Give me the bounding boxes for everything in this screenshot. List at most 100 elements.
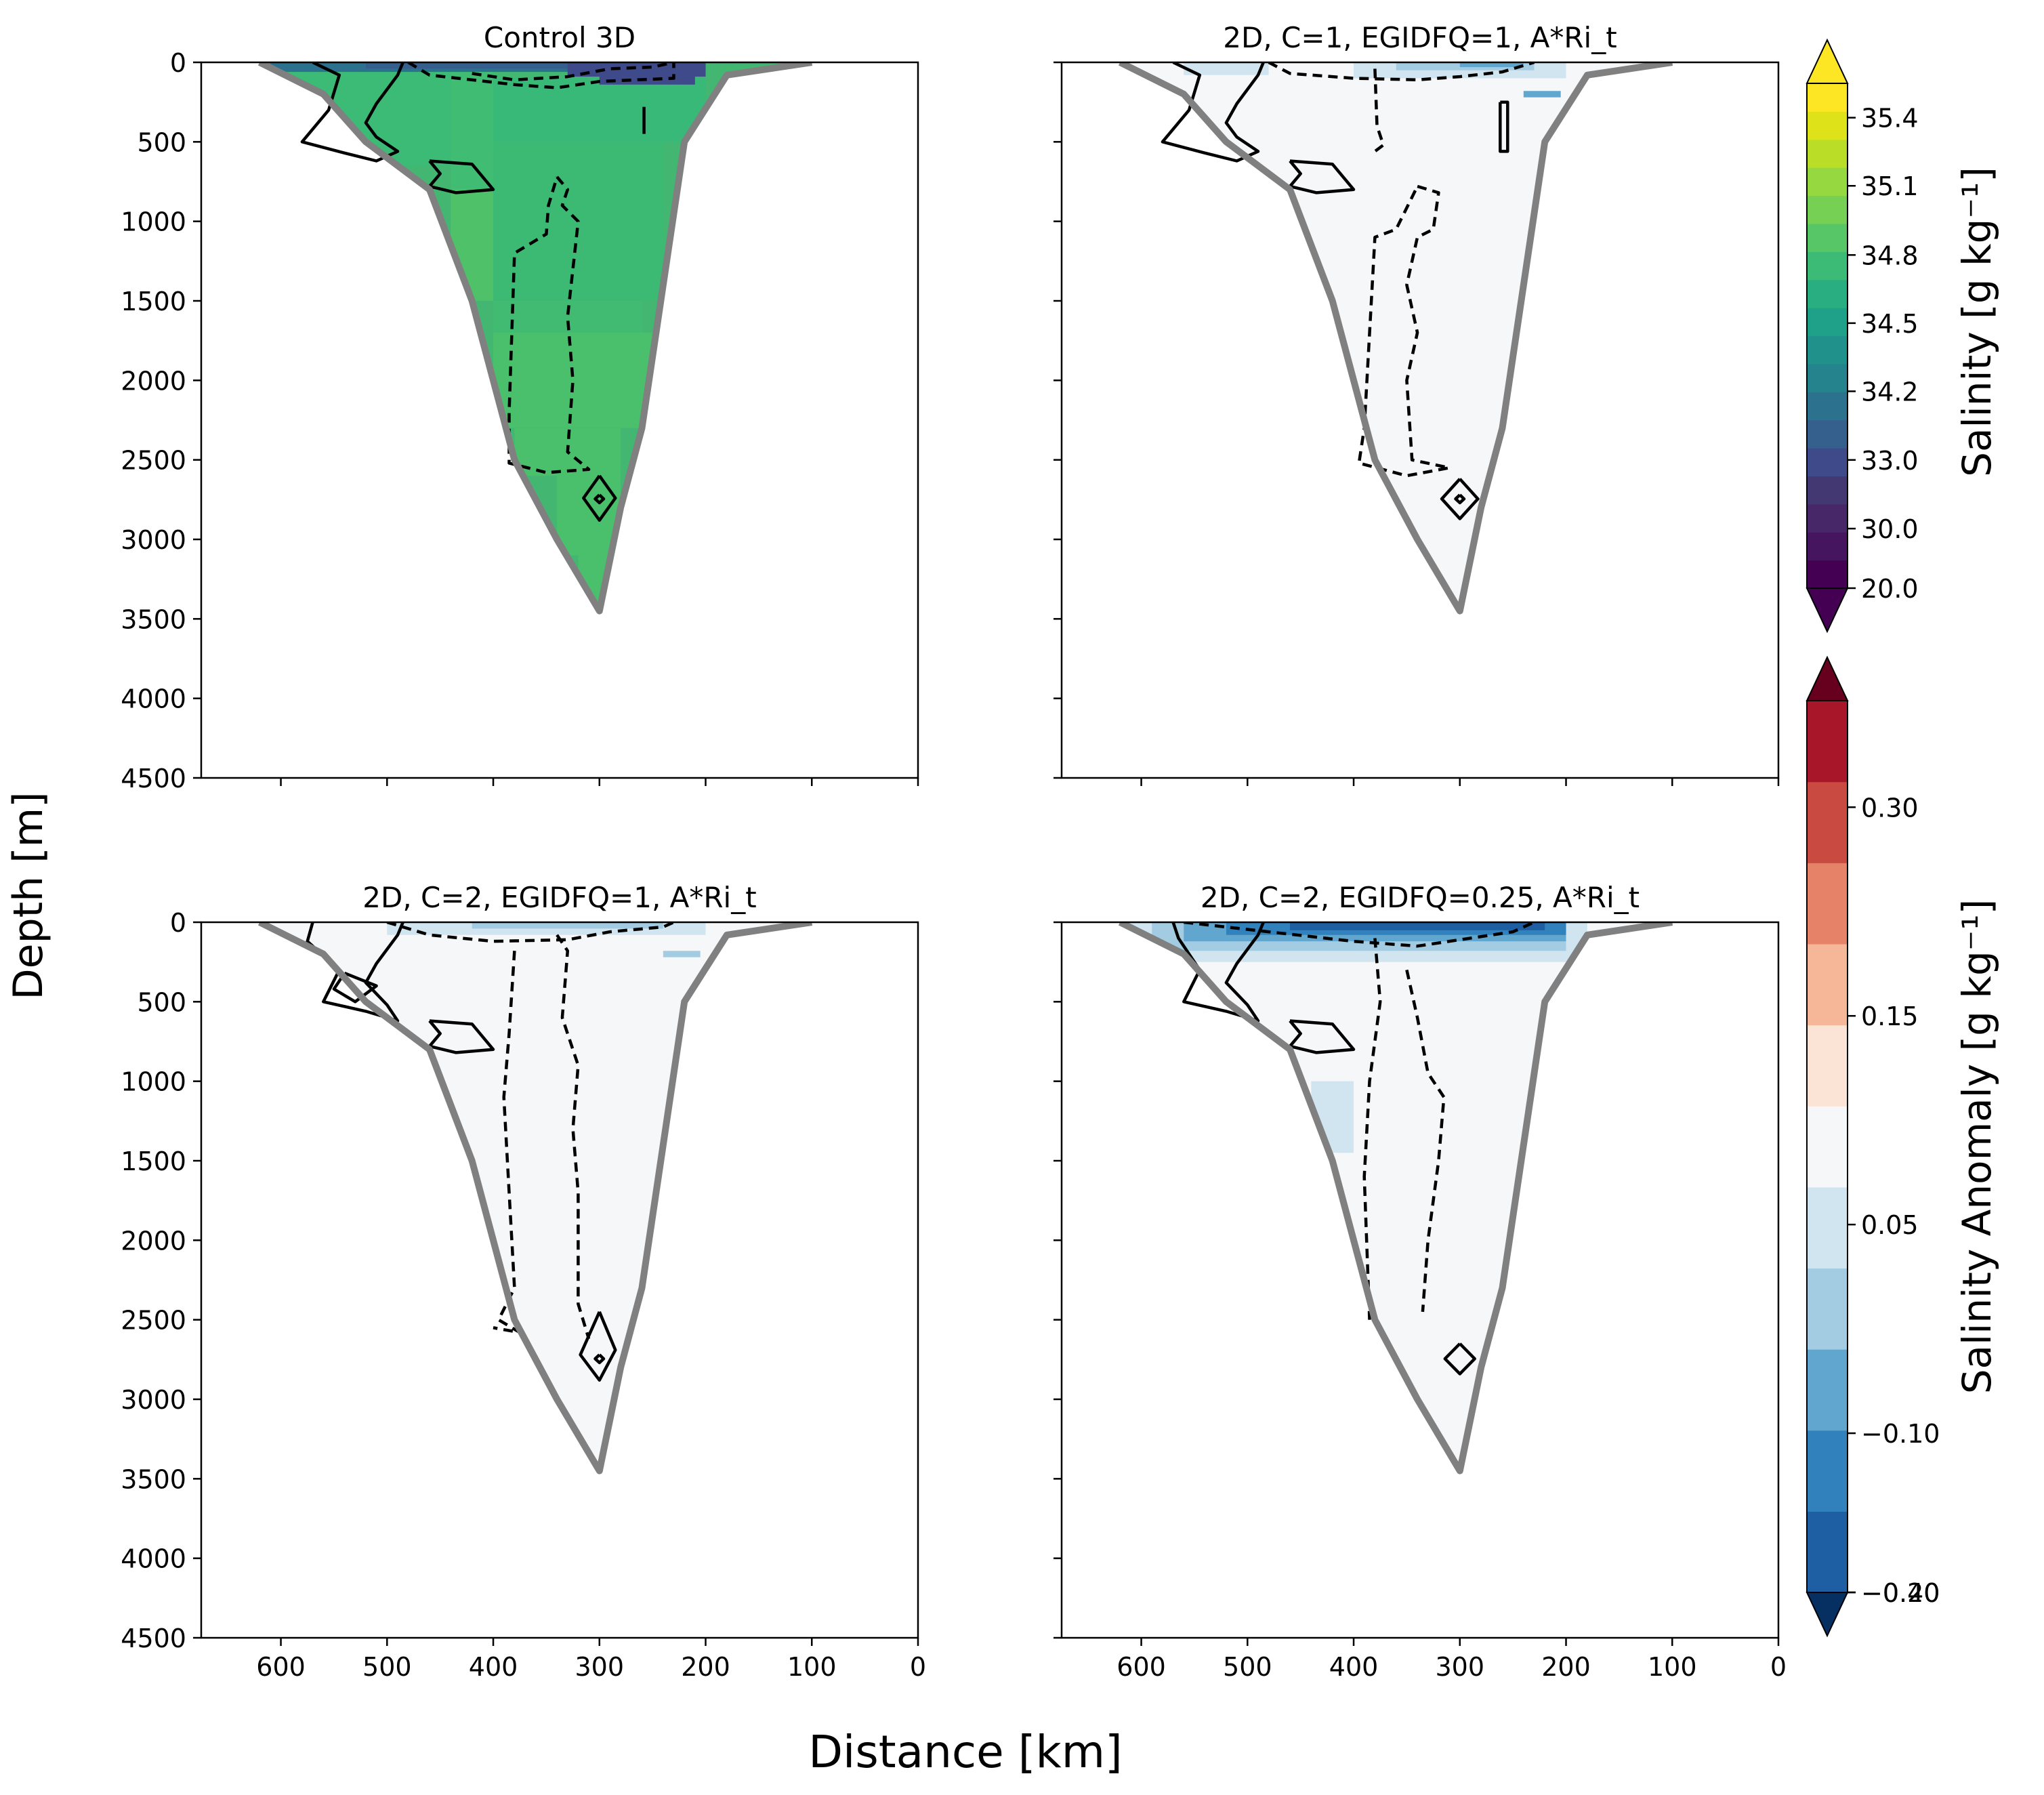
x-tick-label: 300 (575, 1652, 625, 1682)
anomaly-colorbar: 0.30 0.15 0.05 −0.10 −0.20−0.40 Salinity Anom… (1806, 655, 2000, 1638)
y-tick-label: 500 (137, 987, 186, 1017)
x-tick-label: 500 (1223, 1652, 1272, 1682)
salinity-colorbar-segment (1807, 223, 1848, 252)
x-tick-label: 400 (469, 1652, 518, 1682)
salinity-colorbar-segment (1807, 560, 1848, 589)
y-tick-label: 500 (137, 127, 186, 157)
panels: Control 3D050010001500200025003000350040… (121, 21, 1787, 1682)
contour-dashed (493, 951, 522, 1334)
anomaly-colorbar-segment (1807, 1025, 1848, 1107)
topography-line (257, 62, 813, 615)
plot-area (257, 922, 813, 1474)
y-tick-label: 3000 (121, 1385, 186, 1415)
salinity-colorbar-segment (1807, 195, 1848, 224)
anomaly-colorbar-tick-label: −0.10 (1861, 1419, 1940, 1449)
salinity-colorbar-segment (1807, 83, 1848, 112)
x-tick-label: 200 (681, 1652, 730, 1682)
salinity-colorbar-tick-label: 30.0 (1861, 514, 1919, 544)
contour-dashed (507, 176, 591, 474)
anomaly-colorbar-segment (1807, 1511, 1848, 1593)
salinity-colorbar-segment (1807, 139, 1848, 168)
salinity-colorbar-segment (1807, 279, 1848, 308)
anomaly-colorbar-tick-label: −0.40 (1861, 1578, 1940, 1608)
panel-4: 2D, C=2, EGIDFQ=0.25, A*Ri_t 600 500 400 300… (1054, 881, 1787, 1682)
salinity-colorbar-segment (1807, 308, 1848, 337)
panel-2: 2D, C=1, EGIDFQ=1, A*Ri_t (1054, 21, 1780, 786)
contour-dashed (407, 62, 675, 89)
y-tick-label: 1500 (121, 287, 186, 316)
salinity-colorbar-tick-label: 34.5 (1861, 309, 1919, 339)
y-tick-label: 0 (170, 48, 186, 78)
y-tick-label: 2500 (121, 1306, 186, 1336)
x-tick-label: 0 (1770, 1652, 1787, 1682)
axes-frame (200, 61, 919, 779)
y-tick-label: 2500 (121, 446, 186, 476)
contour-solid (1440, 478, 1480, 520)
contour-solid (582, 474, 617, 522)
salinity-colorbar-segment (1807, 503, 1848, 533)
contour-solid (1454, 493, 1466, 505)
salinity-colorbar-label: Salinity [g kg⁻¹] (1954, 167, 2000, 477)
x-tick-label: 600 (256, 1652, 306, 1682)
y-tick-label: 2000 (121, 1226, 186, 1256)
y-tick-label: 4500 (121, 1624, 186, 1653)
anomaly-colorbar-segment (1807, 863, 1848, 945)
x-tick-label: 400 (1329, 1652, 1379, 1682)
contour-dashed (1405, 969, 1446, 1313)
plot-area (257, 62, 813, 615)
contour-solid (1499, 100, 1509, 153)
y-tick-label: 1000 (121, 1067, 186, 1097)
contour-solid (1443, 1342, 1476, 1376)
contour-solid (427, 1019, 495, 1054)
field-cell (1184, 62, 1269, 75)
contour-dashed (1373, 68, 1385, 153)
salinity-colorbar-segment (1807, 335, 1848, 365)
panel-title: 2D, C=1, EGIDFQ=1, A*Ri_t (1223, 21, 1617, 54)
contour-dashed (1268, 62, 1535, 82)
contour-solid (332, 972, 378, 1004)
salinity-colorbar-frame (1806, 83, 1848, 589)
panel-title: 2D, C=2, EGIDFQ=0.25, A*Ri_t (1201, 881, 1640, 914)
plot-area (1118, 922, 1673, 1474)
contour-solid (1288, 1019, 1356, 1054)
x-tick-label: 500 (362, 1652, 412, 1682)
salinity-colorbar-segment (1807, 419, 1848, 449)
axes-frame (200, 921, 919, 1639)
topography-line (1118, 62, 1673, 615)
plot-area (1118, 62, 1673, 615)
y-tick-label: 1000 (121, 207, 186, 237)
axes-frame (1060, 921, 1780, 1639)
anomaly-colorbar-tick-label: 0.15 (1861, 1002, 1919, 1031)
salinity-colorbar-tick-label: 35.1 (1861, 171, 1919, 201)
contour-solid (579, 1311, 617, 1382)
anomaly-colorbar-segment (1807, 1187, 1848, 1269)
y-tick-label: 2000 (121, 366, 186, 396)
y-tick-label: 4000 (121, 684, 186, 714)
y-tick-label: 3500 (121, 1464, 186, 1494)
panel-1: Control 3D 0 500 1000 1500 2000 2500 3000 3500 40… (121, 21, 919, 793)
contour-solid (593, 493, 606, 505)
anomaly-colorbar-segment (1807, 701, 1848, 783)
contour-dashed (1362, 938, 1382, 1320)
field-cell (1523, 91, 1561, 98)
salinity-colorbar-segment (1807, 476, 1848, 505)
field-cell (493, 78, 706, 142)
contour-solid (427, 159, 495, 194)
y-tick-label: 0 (170, 908, 186, 938)
salinity-colorbar-segment (1807, 363, 1848, 392)
anomaly-colorbar-segment (1807, 943, 1848, 1026)
anomaly-colorbar-segment (1807, 1349, 1848, 1431)
contour-dashed (472, 62, 674, 82)
x-tick-label: 600 (1117, 1652, 1166, 1682)
y-tick-label: 3500 (121, 604, 186, 634)
salinity-colorbar-tick-label: 20.0 (1861, 574, 1919, 604)
anomaly-colorbar-tick-label: 0.05 (1861, 1210, 1919, 1240)
anomaly-colorbar-frame (1806, 700, 1848, 1593)
salinity-colorbar-segment (1807, 111, 1848, 140)
x-tick-label: 100 (787, 1652, 837, 1682)
anomaly-colorbar-segment (1807, 1430, 1848, 1512)
field-cell (365, 62, 706, 69)
salinity-colorbar-segment (1807, 392, 1848, 421)
